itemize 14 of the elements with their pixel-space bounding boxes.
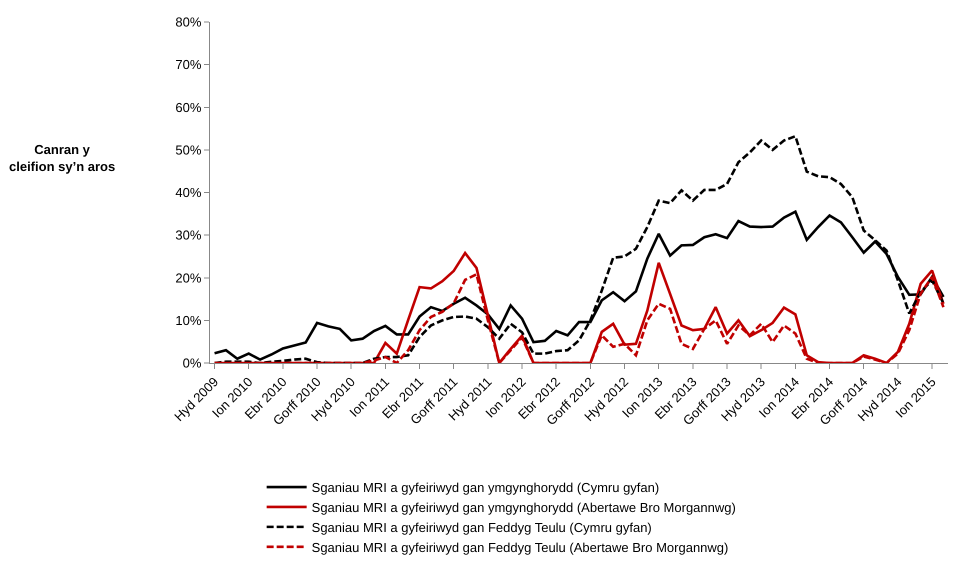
y-tick-label: 80% <box>175 14 202 30</box>
legend-label: Sganiau MRI a gyfeiriwyd gan ymgynghorydd (Abertawe Bro Morgannwg) <box>312 500 736 516</box>
y-tick-label: 30% <box>175 228 202 243</box>
legend-label: Sganiau MRI a gyfeiriwyd gan Feddyg Teulu (Cymru gyfan) <box>312 520 652 535</box>
legend-label: Sganiau MRI a gyfeiriwyd gan ymgynghorydd (Cymru gyfan) <box>312 480 660 496</box>
y-tick-label: 0% <box>182 356 202 371</box>
y-tick-label: 10% <box>175 312 202 328</box>
legend-label: Sganiau MRI a gyfeiriwyd gan Feddyg Teulu (Abertawe Bro Morgannwg) <box>312 540 728 555</box>
y-axis-title: Canran y cleifion sy’n aros <box>9 142 116 174</box>
y-tick-label: 20% <box>175 270 202 286</box>
y-tick-label: 70% <box>175 57 202 72</box>
y-tick-label: 40% <box>175 185 202 200</box>
y-tick-label: 50% <box>175 142 202 158</box>
y-tick-label: 60% <box>175 100 202 115</box>
